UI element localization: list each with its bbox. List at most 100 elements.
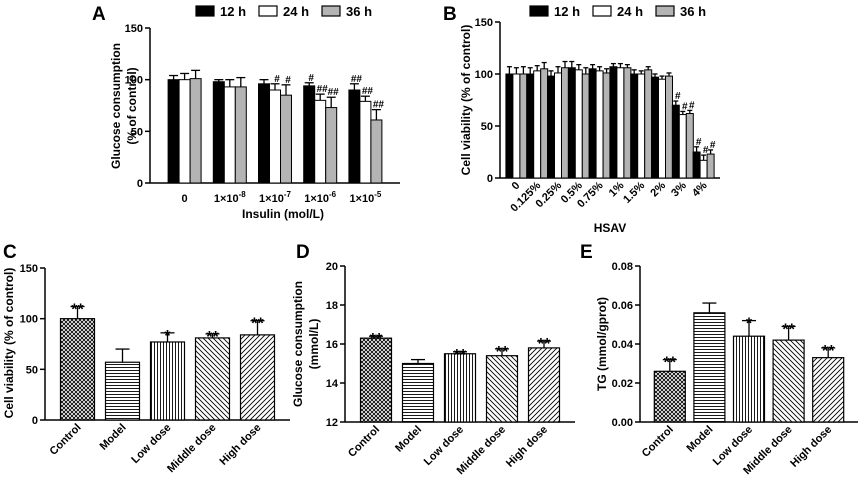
panel-e-y-tick-label: 0.08	[612, 261, 633, 273]
panel-e-category-label: High dose	[788, 424, 834, 470]
panel-d-bar	[401, 362, 435, 423]
panel-b-bar	[581, 73, 590, 179]
panel-d-y-tick-label: 16	[326, 339, 338, 351]
panel-c-bar	[239, 334, 276, 421]
panel-a-legend-swatch	[195, 5, 215, 17]
panel-b-bar	[651, 76, 659, 179]
panel-a-significance-mark: ##	[317, 84, 329, 95]
panel-b-bar	[519, 73, 528, 179]
panel-a-bar	[258, 83, 270, 184]
panel-a-bar	[280, 94, 292, 184]
panel-b-legend-swatch	[655, 5, 675, 17]
panel-d-significance-mark: **	[538, 336, 551, 353]
panel-a-y-tick-label: 150	[125, 23, 143, 35]
panel-b-bar	[588, 68, 597, 179]
panel-b-significance-mark: #	[682, 101, 688, 112]
panel-d-category-label: Model	[393, 424, 424, 455]
panel-a-bar	[359, 100, 372, 184]
panel-d-significance-mark: **	[370, 331, 383, 348]
panel-b-category-label: 4%	[690, 179, 710, 199]
panel-e-significance-mark: *	[746, 316, 753, 333]
panel-a-category-label: 1×10-8	[214, 190, 246, 205]
panel-b-bar	[630, 73, 639, 179]
panel-c-y-tick-label: 0	[32, 415, 38, 427]
panel-e-y-axis-title: TG (mmol/gprot)	[595, 297, 609, 391]
panel-c-y-tick-label: 150	[20, 263, 38, 275]
panel-a-y-tick-label: 50	[131, 126, 143, 138]
panel-b-bar	[678, 114, 687, 179]
panel-a-bar	[234, 86, 247, 184]
panel-b-bar	[644, 69, 653, 179]
panel-b-bar	[665, 75, 673, 179]
panel-e-category-label: Model	[685, 424, 716, 455]
panel-e-bar	[693, 312, 726, 423]
panel-e-significance-mark: **	[782, 321, 795, 338]
panel-b-bar	[554, 72, 562, 179]
panel-e-category-label: Control	[640, 424, 676, 460]
panel-a-legend-label: 12 h	[220, 4, 246, 19]
panel-a-y-axis-title: Glucose consumption	[109, 43, 123, 169]
panel-b-y-tick-label: 50	[481, 121, 493, 133]
panel-a-bar	[167, 79, 180, 184]
panel-b-legend-swatch	[592, 5, 612, 17]
panel-a-significance-mark: ##	[373, 100, 385, 111]
panel-c-category-label: Control	[47, 422, 83, 458]
panel-b-bar	[671, 104, 680, 179]
panel-c-category-label: High dose	[218, 422, 264, 468]
panel-letter-e: E	[580, 242, 593, 263]
panel-e-bar	[812, 357, 845, 423]
panel-b-bar	[658, 78, 666, 179]
panel-a-y-axis-title: (% of control)	[125, 67, 139, 144]
panel-b-bar	[623, 67, 632, 179]
panel-d-category-label: High dose	[504, 424, 550, 470]
panel-a-category-label: 1×10-5	[349, 190, 381, 205]
panel-a-bar	[348, 89, 361, 184]
panel-b-legend-label: 24 h	[617, 4, 643, 19]
panel-c-bar	[194, 337, 231, 421]
panel-c-y-tick-label: 50	[26, 364, 38, 376]
panel-d-y-axis-title: (mmol/L)	[307, 319, 321, 370]
panel-b-bar	[567, 67, 576, 179]
panel-d-bar	[443, 353, 477, 423]
panel-a-category-label: 1×10-7	[259, 190, 291, 205]
panel-a-bar	[303, 85, 316, 184]
panel-a-significance-mark: #	[285, 75, 291, 86]
panel-a-category-exponent: -7	[284, 190, 292, 199]
panel-c-y-axis-title: Cell viability (% of control)	[2, 268, 16, 419]
panel-b-bar	[699, 159, 708, 179]
panel-d-y-tick-label: 14	[326, 378, 339, 390]
panel-b-bar	[547, 75, 555, 179]
panel-b-significance-mark: #	[696, 137, 702, 148]
panel-a-significance-mark: #	[274, 74, 280, 85]
panel-c-category-label: Middle dose	[165, 422, 218, 475]
panel-a-category-exponent: -6	[329, 190, 337, 199]
panel-a-bar	[370, 119, 383, 184]
panel-a-significance-mark: ##	[351, 74, 363, 85]
panel-a-x-axis-title: Insulin (mol/L)	[242, 207, 324, 221]
panel-a-category-label: 0	[182, 193, 188, 205]
panel-b-legend-label: 36 h	[680, 4, 706, 19]
chart-panel-d: 12 14 16 18 20 Glucose consumption (mmol/L) ** *…	[291, 261, 575, 477]
panel-d-y-tick-label: 18	[326, 300, 338, 312]
panel-a-bar	[325, 107, 338, 184]
panel-c-bar	[149, 341, 186, 421]
panel-letter-c: C	[3, 242, 17, 263]
panel-b-category-label: 3%	[669, 179, 689, 199]
panel-a-legend-label: 24 h	[283, 4, 309, 19]
panel-b-category-label: 2%	[648, 179, 668, 199]
panel-b-bar	[685, 113, 694, 179]
panel-e-y-tick-label: 0.04	[612, 339, 634, 351]
panel-b-significance-mark: #	[710, 140, 716, 151]
panel-b-category-label: 1.5%	[621, 179, 647, 205]
panel-b-bar	[616, 67, 625, 179]
panel-letter-d: D	[296, 242, 310, 263]
panel-b-bar	[505, 73, 514, 179]
panel-e-bar	[653, 370, 686, 423]
panel-c-y-tick-label: 100	[20, 314, 38, 326]
panel-d-significance-mark: **	[496, 344, 509, 361]
panel-b-category-label: 0	[510, 180, 523, 193]
panel-e-significance-mark: **	[822, 343, 835, 360]
